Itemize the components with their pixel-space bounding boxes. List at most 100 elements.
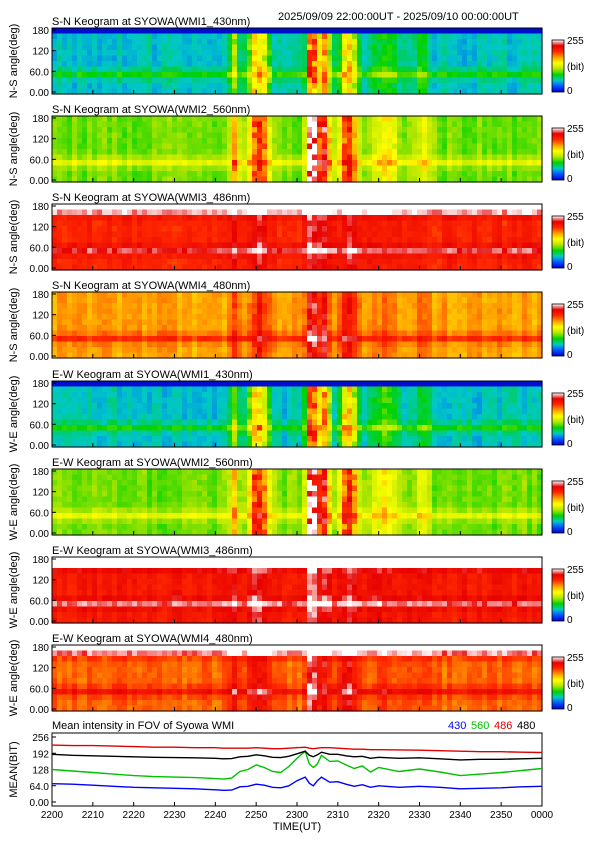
keogram-cell	[82, 171, 88, 178]
keogram-cell	[297, 220, 303, 227]
keogram-cell	[292, 61, 298, 68]
keogram-cell	[102, 352, 108, 359]
keogram-cell	[257, 341, 263, 348]
keogram-cell	[157, 77, 163, 84]
keogram-cell	[242, 347, 248, 354]
keogram-cell	[472, 132, 478, 139]
keogram-cell	[222, 33, 228, 40]
keogram-cell	[472, 171, 478, 178]
keogram-cell	[257, 165, 263, 172]
keogram-cell	[277, 55, 283, 62]
keogram-cell	[432, 231, 438, 238]
keogram-cell	[82, 441, 88, 448]
keogram-cell	[527, 237, 533, 244]
keogram-cell	[167, 154, 173, 161]
keogram-cell	[432, 83, 438, 90]
keogram-cell	[272, 160, 278, 167]
keogram-cell	[487, 347, 493, 354]
keogram-cell	[467, 66, 473, 73]
keogram-cell	[67, 330, 73, 337]
keogram-cell	[372, 325, 378, 332]
keogram-cell	[227, 352, 233, 359]
keogram-cell	[477, 341, 483, 348]
keogram-cell	[417, 231, 423, 238]
keogram-cell	[187, 231, 193, 238]
keogram-cell	[222, 72, 228, 79]
keogram-cell	[337, 330, 343, 337]
keogram-cell	[537, 28, 543, 35]
keogram-cell	[292, 264, 298, 271]
keogram-cell	[427, 248, 433, 255]
keogram-cell	[62, 386, 68, 393]
keogram-cell	[502, 314, 508, 321]
keogram-cell	[487, 314, 493, 321]
keogram-cell	[347, 297, 353, 304]
keogram-cell	[207, 83, 213, 90]
keogram-cell	[507, 352, 513, 359]
keogram-cell	[182, 237, 188, 244]
keogram-cell	[502, 292, 508, 299]
keogram-cell	[472, 138, 478, 145]
keogram-cell	[87, 292, 93, 299]
keogram-cell	[272, 352, 278, 359]
keogram-cell	[347, 253, 353, 260]
keogram-cell	[232, 39, 238, 46]
keogram-cell	[407, 259, 413, 266]
keogram-cell	[247, 138, 253, 145]
keogram-cell	[317, 143, 323, 150]
keogram-cell	[292, 143, 298, 150]
keogram-cell	[287, 160, 293, 167]
keogram-cell	[337, 138, 343, 145]
keogram-cell	[507, 176, 513, 183]
keogram-cell	[347, 292, 353, 299]
keogram-cell	[457, 215, 463, 222]
keogram-cell	[312, 237, 318, 244]
keogram-cell	[522, 292, 528, 299]
keogram-cell	[302, 319, 308, 326]
keogram-cell	[137, 336, 143, 343]
keogram-cell	[442, 297, 448, 304]
keogram-cell	[132, 292, 138, 299]
keogram-cell	[267, 314, 273, 321]
keogram-cell	[222, 209, 228, 216]
keogram-cell	[182, 226, 188, 233]
keogram-cell	[327, 209, 333, 216]
keogram-cell	[207, 154, 213, 161]
keogram-cell	[182, 165, 188, 172]
keogram-cell	[262, 220, 268, 227]
keogram-cell	[292, 215, 298, 222]
keogram-cell	[462, 66, 468, 73]
keogram-cell	[137, 88, 143, 95]
keogram-cell	[207, 132, 213, 139]
keogram-cell	[372, 237, 378, 244]
keogram-cell	[157, 204, 163, 211]
keogram-cell	[132, 248, 138, 255]
keogram-cell	[487, 143, 493, 150]
keogram-cell	[187, 72, 193, 79]
keogram-cell	[107, 72, 113, 79]
keogram-cell	[377, 226, 383, 233]
keogram-cell	[192, 83, 198, 90]
keogram-cell	[482, 61, 488, 68]
keogram-cell	[102, 132, 108, 139]
keogram-cell	[217, 39, 223, 46]
keogram-cell	[407, 237, 413, 244]
keogram-cell	[527, 50, 533, 57]
keogram-cell	[212, 248, 218, 255]
keogram-cell	[72, 127, 78, 134]
keogram-cell	[482, 132, 488, 139]
keogram-cell	[512, 297, 518, 304]
keogram-cell	[292, 314, 298, 321]
keogram-cell	[122, 386, 128, 393]
keogram-cell	[157, 138, 163, 145]
keogram-cell	[442, 61, 448, 68]
keogram-cell	[442, 83, 448, 90]
keogram-cell	[197, 61, 203, 68]
keogram-cell	[432, 154, 438, 161]
keogram-cell	[382, 28, 388, 35]
keogram-cell	[337, 297, 343, 304]
keogram-cell	[492, 176, 498, 183]
keogram-cell	[57, 419, 63, 426]
keogram-cell	[222, 50, 228, 57]
keogram-cell	[352, 259, 358, 266]
